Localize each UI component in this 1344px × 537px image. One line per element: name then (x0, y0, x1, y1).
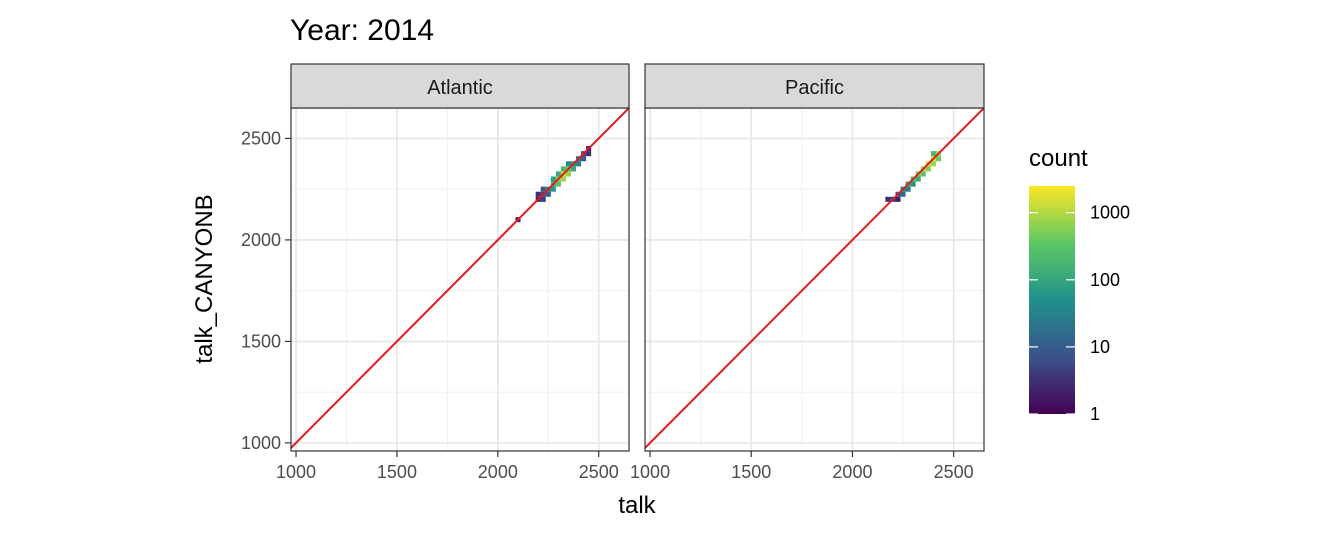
heatmap-bin (930, 151, 936, 157)
legend-label: 1 (1090, 404, 1100, 424)
heatmap-bin (570, 166, 577, 172)
facet-panel-pacific: Pacific (644, 63, 985, 452)
legend-title: count (1029, 145, 1088, 172)
x-tick-label: 1500 (731, 462, 771, 482)
heatmap-bin (555, 171, 561, 177)
legend-colorbar (1029, 186, 1075, 414)
x-tick-label: 2500 (579, 462, 619, 482)
heatmap-bin (586, 151, 592, 157)
x-tick-label: 2000 (832, 462, 872, 482)
heatmap-bin (910, 181, 916, 187)
legend-label: 10 (1090, 337, 1110, 357)
x-tick-label: 1000 (630, 462, 670, 482)
y-tick-label: 2000 (241, 230, 281, 250)
heatmap-bin (550, 176, 556, 182)
heatmap-bin (565, 161, 571, 167)
y-axis-title: talk_CANYONB (191, 194, 218, 363)
heatmap-bin (540, 186, 546, 192)
x-tick-label: 2000 (478, 462, 518, 482)
heatmap-bin (560, 166, 566, 172)
heatmap-bin (900, 191, 906, 197)
y-tick-label: 2500 (241, 128, 281, 148)
heatmap-bin (925, 166, 931, 172)
heatmap-bin (930, 161, 936, 167)
facet-strip-label: Atlantic (427, 77, 493, 99)
heatmap-bin (885, 196, 891, 202)
reference-line (291, 108, 629, 449)
heatmap-bin (576, 161, 582, 167)
facet-strip (644, 63, 985, 109)
heatmap-bin (920, 171, 926, 177)
reference-line (645, 108, 984, 449)
heatmap-bin (905, 186, 911, 192)
x-axis-title: talk (618, 492, 656, 519)
x-tick-label: 1500 (377, 462, 417, 482)
heatmap-bin (540, 196, 546, 202)
y-tick-label: 1000 (241, 433, 281, 453)
facet-strip-label: Pacific (785, 77, 844, 99)
heatmap-bin (581, 156, 587, 162)
heatmap-bin (555, 181, 561, 187)
x-tick-label: 2500 (934, 462, 974, 482)
heatmap-bin (550, 186, 556, 192)
heatmap-bin (895, 196, 901, 202)
y-tick-label: 1500 (241, 331, 281, 351)
heatmap-bin (535, 191, 541, 197)
facet-strip (290, 63, 630, 109)
heatmap-bin (935, 156, 941, 162)
heatmap-bin (560, 176, 566, 182)
legend-label: 100 (1090, 270, 1120, 290)
heatmap-bin (545, 191, 551, 197)
legend-label: 1000 (1090, 203, 1130, 223)
heatmap-bin (565, 171, 571, 177)
heatmap-bin (915, 176, 921, 182)
x-tick-label: 1000 (276, 462, 316, 482)
facet-panel-atlantic: Atlantic (290, 63, 630, 452)
legend: count 1 10 100 1000 (1029, 145, 1130, 424)
chart-title: Year: 2014 (290, 14, 434, 47)
